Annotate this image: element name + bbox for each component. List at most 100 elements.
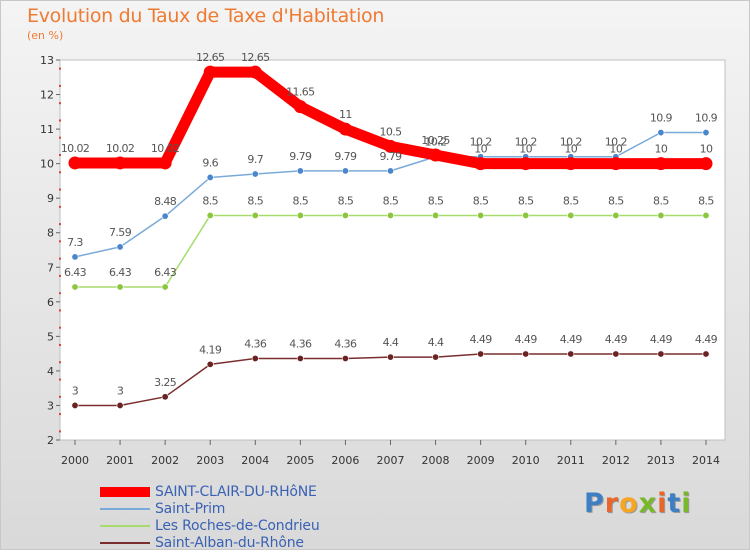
data-label: 8.48: [154, 195, 177, 208]
brand-letter: x: [638, 488, 658, 519]
data-point: [71, 253, 79, 261]
data-point: [341, 354, 349, 362]
x-tick-label: 2007: [376, 454, 404, 467]
data-label: 4.49: [650, 333, 673, 346]
x-tick-label: 2005: [286, 454, 314, 467]
data-point: [522, 211, 530, 219]
data-label: 10: [609, 143, 622, 156]
data-label: 10.5: [379, 125, 402, 138]
data-point: [657, 211, 665, 219]
chart-title: Evolution du Taux de Taxe d'Habitation: [27, 5, 385, 27]
data-point: [251, 170, 259, 178]
x-tick-label: 2012: [602, 454, 630, 467]
data-point: [206, 360, 214, 368]
data-point: [699, 157, 713, 171]
brand-letter: o: [619, 488, 639, 519]
data-label: 8.5: [563, 194, 579, 207]
data-label: 8.5: [338, 194, 354, 207]
data-point: [386, 211, 394, 219]
data-label: 6.43: [154, 266, 177, 279]
data-point: [251, 211, 259, 219]
data-point: [341, 167, 349, 175]
data-label: 3.25: [154, 376, 177, 389]
data-label: 10.9: [695, 112, 718, 125]
y-tick-label: 9: [47, 192, 54, 205]
y-tick-label: 3: [47, 399, 54, 412]
plot-area: [59, 59, 726, 441]
data-point: [522, 350, 530, 358]
data-label: 10.2: [470, 136, 492, 149]
data-label: 4.49: [515, 333, 538, 346]
brand-letter: t: [667, 488, 682, 519]
data-point: [702, 350, 710, 358]
legend-label: Saint-Prim: [155, 501, 226, 517]
data-label: 4.49: [605, 333, 628, 346]
data-point: [248, 65, 262, 79]
data-label: 10: [519, 143, 532, 156]
x-tick-label: 2000: [61, 454, 89, 467]
legend-swatch: [100, 487, 150, 497]
data-label: 10: [700, 143, 713, 156]
data-label: 3: [117, 384, 124, 397]
data-label: 10.02: [106, 142, 135, 155]
x-tick-label: 2006: [331, 454, 359, 467]
data-label: 11.65: [286, 86, 315, 99]
data-point: [519, 157, 533, 171]
y-tick-label: 13: [40, 54, 54, 67]
data-label: 10.2: [560, 136, 582, 149]
data-label: 10.02: [61, 142, 90, 155]
data-point: [338, 122, 352, 136]
data-label: 7.3: [67, 236, 83, 249]
data-point: [432, 353, 440, 361]
data-label: 8.5: [698, 194, 714, 207]
data-point: [567, 211, 575, 219]
data-point: [116, 283, 124, 291]
data-label: 6.43: [109, 266, 132, 279]
data-point: [206, 173, 214, 181]
data-point: [161, 212, 169, 220]
y-tick-label: 12: [40, 89, 54, 102]
x-tick-label: 2013: [647, 454, 675, 467]
data-point: [251, 354, 259, 362]
data-label: 6.43: [64, 266, 87, 279]
data-label: 3: [72, 384, 79, 397]
data-point: [116, 401, 124, 409]
data-label: 8.5: [247, 194, 263, 207]
data-point: [296, 167, 304, 175]
data-point: [206, 211, 214, 219]
data-label: 4.36: [334, 337, 357, 350]
data-label: 10.02: [151, 142, 180, 155]
data-point: [477, 350, 485, 358]
data-label: 10: [474, 143, 487, 156]
brand-letter: i: [657, 488, 668, 519]
data-label: 8.5: [428, 194, 444, 207]
y-tick-label: 4: [47, 365, 54, 378]
legend-swatch: [100, 525, 150, 527]
data-point: [657, 129, 665, 137]
legend-label: SAINT-CLAIR-DU-RHôNE: [155, 484, 317, 500]
data-label: 8.5: [518, 194, 534, 207]
y-tick-label: 10: [40, 158, 54, 171]
data-label: 4.4: [428, 336, 444, 349]
data-point: [432, 211, 440, 219]
data-point: [567, 350, 575, 358]
y-tick-label: 11: [40, 123, 54, 136]
data-point: [113, 156, 127, 170]
data-label: 9.7: [247, 153, 263, 166]
data-point: [429, 148, 443, 162]
x-tick-label: 2008: [422, 454, 450, 467]
data-point: [296, 211, 304, 219]
data-label: 4.49: [695, 333, 718, 346]
data-label: 7.59: [109, 226, 132, 239]
data-point: [386, 353, 394, 361]
data-point: [612, 350, 620, 358]
x-tick-label: 2001: [106, 454, 134, 467]
data-point: [612, 211, 620, 219]
x-tick-label: 2003: [196, 454, 224, 467]
data-point: [161, 393, 169, 401]
data-point: [386, 167, 394, 175]
data-label: 4.19: [199, 343, 222, 356]
y-tick-label: 7: [47, 261, 54, 274]
data-label: 10.25: [421, 134, 450, 147]
data-label: 9.79: [289, 150, 312, 163]
